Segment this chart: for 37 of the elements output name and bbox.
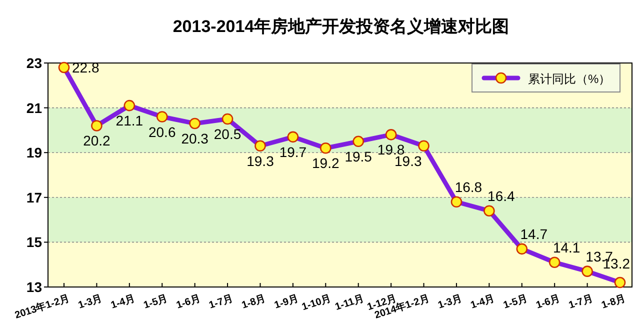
x-tick-label: 1-9月 xyxy=(273,293,300,312)
data-label: 20.3 xyxy=(181,130,209,146)
y-tick-label: 15 xyxy=(26,234,42,250)
data-label: 16.4 xyxy=(488,188,516,204)
legend-label: 累计同比（%） xyxy=(528,72,611,86)
chart-title: 2013-2014年房地产开发投资名义增速对比图 xyxy=(172,17,510,36)
data-label: 14.1 xyxy=(552,239,580,256)
x-tick-label: 1-10月 xyxy=(300,293,333,314)
data-label: 19.5 xyxy=(344,148,372,164)
data-label: 16.8 xyxy=(454,178,482,195)
x-tick-label: 1-7月 xyxy=(208,293,234,312)
x-tick-label: 1-4月 xyxy=(110,293,136,312)
x-tick-label: 1-3月 xyxy=(76,293,104,312)
y-tick-label: 13 xyxy=(26,279,42,295)
x-tick-label: 1-5月 xyxy=(502,293,529,312)
x-tick-label: 1-6月 xyxy=(534,293,562,312)
data-label: 21.1 xyxy=(116,112,144,129)
x-tick-label: 1-7月 xyxy=(568,293,594,312)
x-tick-label: 1-8月 xyxy=(600,293,627,312)
data-label: 20.2 xyxy=(83,132,111,149)
x-tick-label: 1-5月 xyxy=(142,293,170,312)
data-label: 19.7 xyxy=(279,144,307,160)
y-tick-label: 21 xyxy=(26,100,42,116)
data-label: 20.6 xyxy=(148,124,176,140)
y-tick-label: 23 xyxy=(26,55,42,71)
x-tick-label: 1-3月 xyxy=(436,293,464,312)
y-tick-label: 17 xyxy=(26,189,42,206)
x-tick-label: 2013年1-2月 xyxy=(13,292,71,322)
data-label: 19.2 xyxy=(312,155,340,172)
x-tick-label: 1-6月 xyxy=(175,293,202,312)
x-tick-label: 1-4月 xyxy=(469,293,496,312)
data-label: 20.5 xyxy=(214,126,242,142)
y-tick-label: 19 xyxy=(26,144,42,161)
data-label: 14.7 xyxy=(520,226,548,242)
x-tick-label: 1-11月 xyxy=(334,293,366,313)
data-label: 19.3 xyxy=(246,152,274,169)
x-tick-label: 1-8月 xyxy=(240,293,268,312)
